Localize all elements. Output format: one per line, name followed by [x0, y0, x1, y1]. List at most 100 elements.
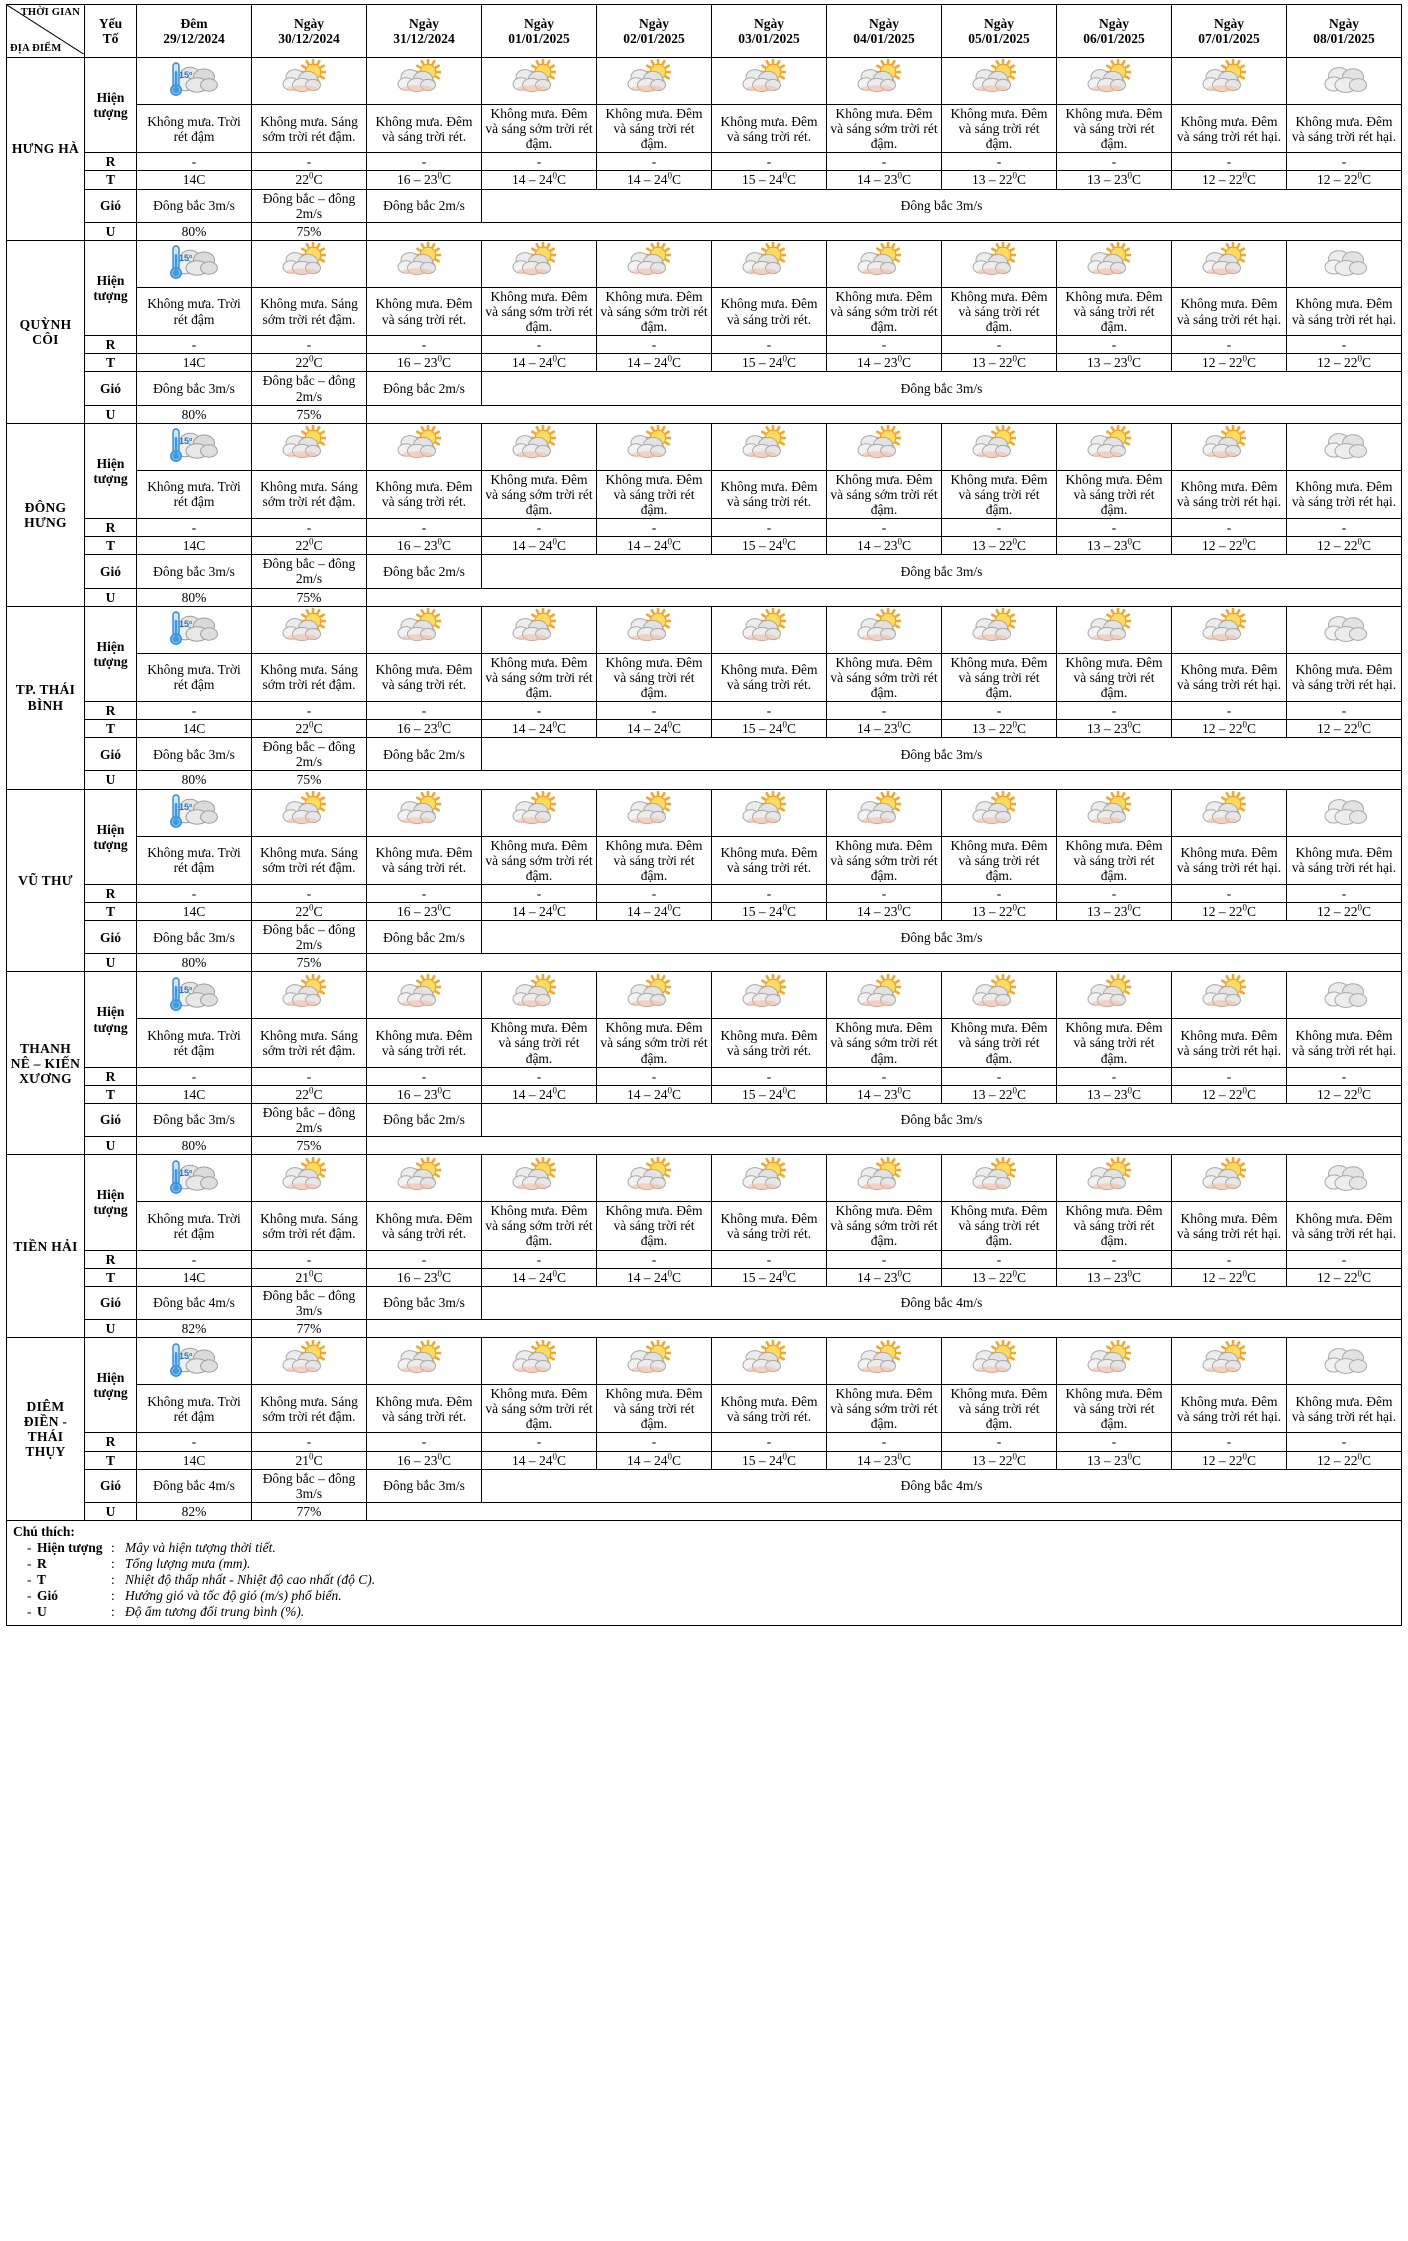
thermometer-value-label: 15º — [179, 1167, 193, 1178]
sun-behind-cloud-icon — [280, 59, 338, 99]
sun-behind-cloud-icon — [740, 973, 798, 1014]
temp-cell: 15 – 240C — [711, 901, 827, 922]
temp-cell: 14 – 240C — [481, 719, 597, 739]
thermometer-icon — [168, 610, 184, 646]
weather-icon-cell — [941, 1154, 1057, 1203]
phenomenon-cell: Không mưa. Sáng sớm trời rét đậm. — [251, 103, 367, 154]
thermometer-cloud-icon: 15º — [165, 791, 223, 831]
temp-cell: 14 – 230C — [826, 536, 942, 556]
temp-cell: 13 – 230C — [1056, 1267, 1172, 1287]
row-label-temp: T — [84, 1450, 137, 1470]
phenomenon-cell: Không mưa. Đêm và sáng trời rét đậm. — [1056, 286, 1172, 337]
wind-cell: Đông bắc 3m/s — [136, 188, 252, 223]
rain-cell: - — [366, 1432, 482, 1452]
weather-icon-cell — [1056, 239, 1172, 288]
weather-icon-cell — [826, 971, 942, 1020]
phenomenon-cell: Không mưa. Trời rét đậm — [136, 1201, 252, 1251]
rain-cell: - — [136, 883, 252, 903]
wind-cell: Đông bắc 4m/s — [136, 1285, 252, 1321]
block-rain-row: R----------- — [7, 1066, 1402, 1086]
thermometer-icon — [168, 61, 184, 97]
rain-cell: - — [1171, 152, 1287, 172]
block-icon-row: TP. THÁI BÌNH Hiện tượng 15º — [6, 605, 1402, 790]
block-phenomenon-row: Không mưa. Trời rét đậm Không mưa. Sáng s… — [7, 286, 1402, 337]
day-date-label: 04/01/2025 — [853, 31, 915, 46]
humidity-cell: 82% — [136, 1501, 252, 1522]
legend-row-u: - U: Độ ẩm tương đối trung bình (%). — [13, 1604, 1395, 1620]
sun-behind-cloud-icon — [510, 242, 568, 282]
row-label-wind: Gió — [84, 737, 137, 772]
row-label-phenomenon: Hiện tượng — [84, 1154, 137, 1251]
cloud-icon — [1315, 242, 1373, 282]
sun-behind-cloud-icon — [625, 1156, 683, 1197]
element-column-header: Yếu Tố — [84, 4, 137, 58]
phenomenon-cell: Không mưa. Đêm và sáng trời rét hại. — [1286, 103, 1402, 154]
temp-cell: 13 – 230C — [1056, 170, 1172, 190]
weather-icon-cell — [826, 422, 942, 471]
row-label-phenomenon: Hiện tượng — [84, 422, 137, 520]
weather-icon-cell — [711, 1154, 827, 1203]
sun-behind-cloud-icon — [395, 790, 453, 831]
temp-cell: 220C — [251, 170, 367, 190]
day-column-header-3: Ngày 31/12/2024 — [366, 4, 482, 58]
phenomenon-cell: Không mưa. Đêm và sáng trời rét đậm. — [941, 469, 1057, 520]
cloud-shape-icon — [174, 65, 220, 95]
block-rain-row: R----------- — [7, 335, 1402, 355]
phenomenon-cell: Không mưa. Đêm và sáng trời rét hại. — [1286, 652, 1402, 702]
humidity-cell — [366, 1501, 1402, 1522]
weather-icon-cell — [366, 422, 482, 471]
phenomenon-cell: Không mưa. Đêm và sáng trời rét. — [366, 469, 482, 520]
sun-behind-cloud-icon — [970, 242, 1028, 282]
sun-behind-cloud-icon — [395, 242, 453, 282]
sun-behind-cloud-icon — [970, 608, 1028, 648]
cloud-icon — [1202, 800, 1244, 826]
block-wind-row: Gió Đông bắc 3m/s Đông bắc – đông 2m/s Đông… — [7, 1102, 1402, 1138]
cloud-icon — [742, 68, 784, 94]
temp-cell: 15 – 240C — [711, 170, 827, 190]
temp-cell: 16 – 230C — [366, 1267, 482, 1287]
row-label-phenomenon: Hiện tượng — [84, 971, 137, 1068]
weather-icon-cell — [1056, 57, 1172, 105]
phenomenon-cell: Không mưa. Đêm và sáng trời rét đậm. — [941, 1384, 1057, 1434]
weather-icon-cell — [251, 1154, 367, 1203]
humidity-cell: 80% — [136, 587, 252, 607]
phenomenon-cell: Không mưa. Đêm và sáng trời rét. — [711, 835, 827, 885]
sun-behind-cloud-icon — [740, 790, 798, 831]
wind-cell: Đông bắc – đông 2m/s — [251, 1102, 367, 1138]
rain-cell: - — [941, 700, 1057, 721]
cloud-icon — [512, 617, 554, 643]
sun-behind-cloud-icon — [1085, 59, 1143, 99]
cloud-icon — [857, 1166, 899, 1192]
sun-behind-cloud-icon — [970, 973, 1028, 1014]
temp-cell: 12 – 220C — [1171, 1267, 1287, 1287]
block-icon-row: QUỲNH CÔI Hiện tượng 15º — [6, 239, 1402, 424]
block-wind-row: Gió Đông bắc 3m/s Đông bắc – đông 2m/s Đông… — [7, 554, 1402, 589]
weather-icon-cell — [941, 239, 1057, 288]
sun-behind-cloud-icon — [395, 59, 453, 99]
rain-cell: - — [251, 1432, 367, 1452]
temp-cell: 220C — [251, 1084, 367, 1104]
wind-cell: Đông bắc – đông 2m/s — [251, 371, 367, 406]
weather-icon-cell — [596, 1337, 712, 1386]
row-label-temp: T — [84, 536, 137, 556]
wind-cell: Đông bắc 3m/s — [136, 920, 252, 955]
rain-cell: - — [1286, 883, 1402, 903]
temp-cell: 12 – 220C — [1171, 1084, 1287, 1104]
block-humidity-row: U 80% 75% — [7, 587, 1402, 607]
sun-behind-cloud-icon — [395, 1156, 453, 1197]
sun-behind-cloud-icon — [280, 973, 338, 1014]
day-column-header-4: Ngày 01/01/2025 — [481, 4, 597, 58]
temp-cell: 14 – 230C — [826, 1267, 942, 1287]
wind-cell: Đông bắc 2m/s — [366, 737, 482, 772]
phenomenon-cell: Không mưa. Đêm và sáng trời rét. — [711, 1201, 827, 1251]
temp-cell: 210C — [251, 1267, 367, 1287]
legend-row-hiện-tượng: - Hiện tượng: Mây và hiện tượng thời tiết. — [13, 1540, 1395, 1556]
cloud-icon — [1087, 983, 1129, 1009]
day-kind-label: Ngày — [294, 15, 324, 31]
legend-dash: - — [27, 1588, 32, 1603]
thermometer-cloud-icon: 15º — [165, 242, 223, 282]
weather-icon-cell — [251, 57, 367, 105]
phenomenon-cell: Không mưa. Đêm và sáng trời rét hại. — [1286, 1201, 1402, 1251]
rain-cell: - — [1286, 700, 1402, 721]
temp-cell: 220C — [251, 719, 367, 739]
